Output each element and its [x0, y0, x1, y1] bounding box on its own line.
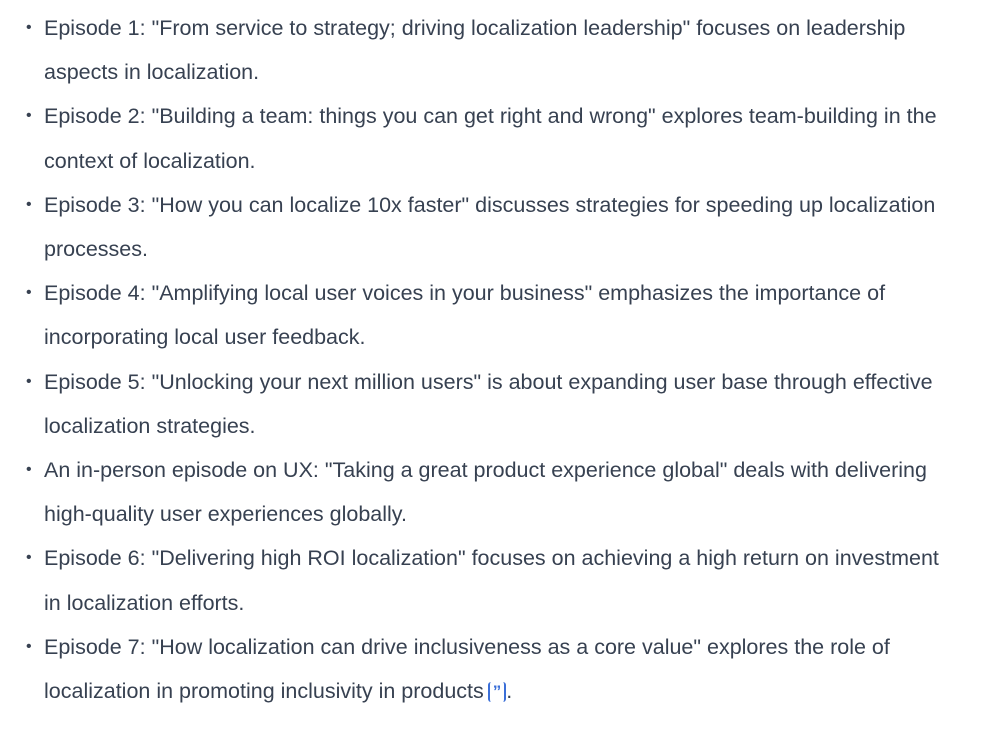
bullet: •	[26, 461, 32, 479]
list-item: • Episode 6: "Delivering high ROI localiz…	[0, 536, 1000, 624]
item-text: Episode 5: "Unlocking your next million …	[44, 369, 933, 438]
item-end: .	[506, 679, 513, 704]
list-item: • Episode 4: "Amplifying local user voice…	[0, 271, 1000, 359]
bullet: •	[26, 19, 32, 36]
citation-quote-icon[interactable]: ”	[487, 682, 507, 703]
item-text: An in-person episode on UX: "Taking a gr…	[44, 458, 927, 527]
bullet: •	[26, 549, 32, 567]
list-item: • Episode 2: "Building a team: things you…	[0, 94, 1000, 182]
bullet: •	[26, 637, 32, 655]
bullet: •	[26, 284, 32, 302]
list-item: • Episode 7: "How localization can drive …	[0, 625, 1000, 713]
item-text: Episode 3: "How you can localize 10x fas…	[44, 192, 936, 262]
item-text: Episode 1: "From service to strategy; dr…	[44, 16, 906, 85]
bullet: •	[26, 372, 32, 390]
item-text: Episode 7: "How localization can drive i…	[44, 634, 890, 704]
item-text: Episode 6: "Delivering high ROI localiza…	[44, 546, 939, 615]
item-text: Episode 4: "Amplifying local user voices…	[44, 281, 886, 350]
bullet: •	[26, 107, 32, 125]
list-item: • Episode 5: "Unlocking your next million…	[0, 360, 1000, 448]
list-item: • Episode 3: "How you can localize 10x fa…	[0, 183, 1000, 271]
list-item: • Episode 1: "From service to strategy; d…	[0, 6, 1000, 94]
item-text: Episode 2: "Building a team: things you …	[44, 104, 937, 173]
episode-list: • Episode 1: "From service to strategy; d…	[0, 6, 1000, 713]
bullet: •	[26, 195, 32, 213]
list-item: • An in-person episode on UX: "Taking a g…	[0, 448, 1000, 536]
